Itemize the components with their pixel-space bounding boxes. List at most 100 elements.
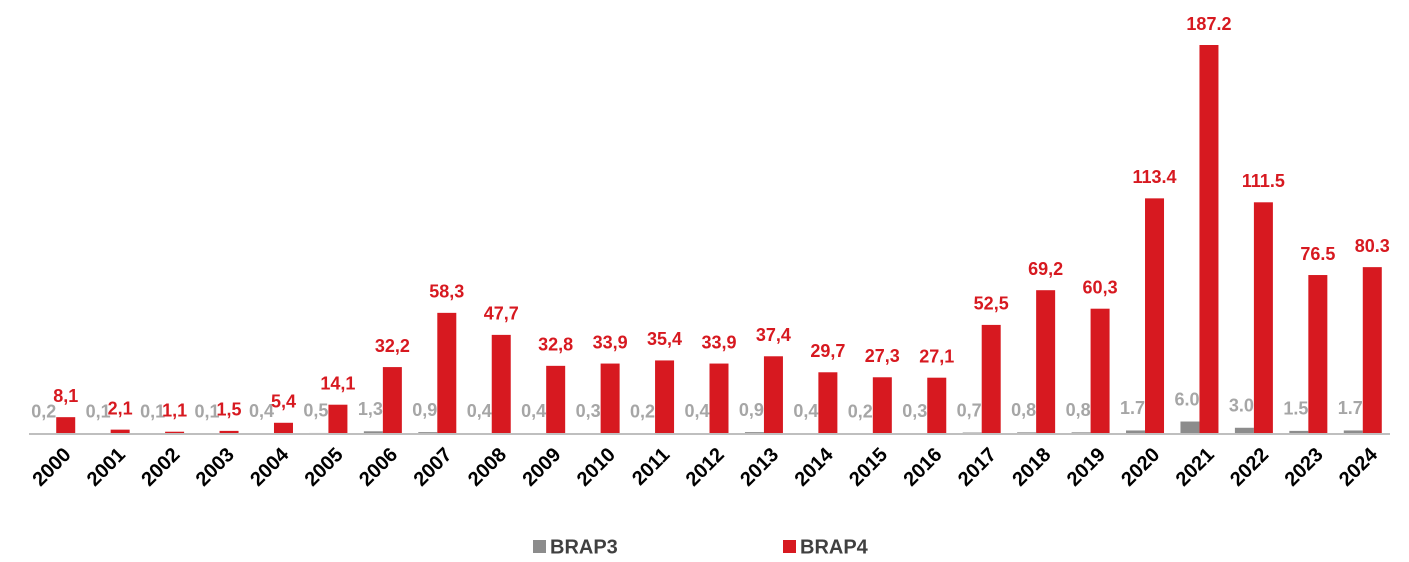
- x-tick-label: 2013: [736, 444, 783, 491]
- x-tick-label: 2006: [355, 444, 402, 491]
- value-label: 52,5: [974, 294, 1009, 314]
- bar: [1308, 275, 1328, 434]
- value-label: 33,9: [593, 332, 628, 352]
- value-label: 33,9: [701, 332, 736, 352]
- bar: [818, 372, 838, 434]
- x-tick-label: 2002: [137, 444, 184, 491]
- bar: [110, 429, 130, 434]
- value-label: 76.5: [1300, 244, 1335, 264]
- value-label: 69,2: [1028, 259, 1063, 279]
- x-tick-label: 2003: [192, 444, 239, 491]
- bar: [1362, 267, 1382, 434]
- bar: [872, 377, 892, 434]
- bar: [56, 417, 76, 434]
- x-tick-label: 2010: [573, 444, 620, 491]
- x-tick-label: 2007: [410, 444, 457, 491]
- value-label: 29,7: [810, 341, 845, 361]
- value-label: 1.5: [1283, 399, 1308, 419]
- bar: [437, 312, 457, 434]
- bar: [382, 367, 402, 434]
- x-tick-label: 2019: [1063, 444, 1110, 491]
- x-tick-label: 2024: [1335, 443, 1383, 491]
- value-label: 0,3: [902, 401, 927, 421]
- value-label: 0,9: [739, 400, 764, 420]
- value-label: 0,2: [31, 401, 56, 421]
- bar: [600, 363, 620, 434]
- bar: [763, 356, 783, 434]
- bar: [1180, 421, 1200, 434]
- value-label: 0,4: [467, 401, 492, 421]
- legend-swatch: [783, 540, 796, 553]
- x-tick-label: 2014: [791, 443, 839, 491]
- value-label: 0,2: [630, 401, 655, 421]
- x-tick-label: 2000: [28, 444, 75, 491]
- x-tick-label: 2004: [246, 443, 294, 491]
- legend-label: BRAP3: [550, 536, 618, 558]
- value-label: 80.3: [1355, 236, 1390, 256]
- bar: [1343, 430, 1363, 434]
- x-tick-label: 2021: [1172, 444, 1219, 491]
- value-label: 6.0: [1174, 389, 1199, 409]
- legend-swatch: [533, 540, 546, 553]
- x-tick-label: 2022: [1226, 444, 1273, 491]
- value-label: 1,5: [217, 400, 242, 420]
- value-label: 113.4: [1132, 167, 1176, 187]
- value-label: 1,1: [162, 400, 187, 420]
- value-label: 60,3: [1083, 277, 1118, 297]
- value-label: 14,1: [320, 373, 355, 393]
- value-label: 0,3: [576, 401, 601, 421]
- value-label: 0,4: [249, 401, 274, 421]
- value-label: 1.7: [1338, 398, 1363, 418]
- bar: [1289, 430, 1309, 434]
- bar: [927, 377, 947, 434]
- value-label: 2,1: [108, 398, 133, 418]
- value-label: 5,4: [271, 392, 296, 412]
- value-label: 35,4: [647, 329, 682, 349]
- value-label: 0,1: [86, 402, 111, 422]
- bar: [1036, 290, 1056, 434]
- value-label: 0,7: [957, 400, 982, 420]
- x-tick-label: 2008: [464, 444, 511, 491]
- value-label: 0,8: [1011, 400, 1036, 420]
- bar: [1145, 198, 1165, 434]
- x-tick-label: 2017: [954, 444, 1001, 491]
- value-label: 0,4: [521, 401, 546, 421]
- value-label: 0,4: [793, 401, 818, 421]
- value-label: 8,1: [53, 386, 78, 406]
- x-tick-label: 2020: [1117, 444, 1164, 491]
- value-label: 58,3: [429, 282, 464, 302]
- bar: [546, 365, 566, 434]
- bar: [1253, 202, 1273, 434]
- bar: [655, 360, 675, 434]
- x-tick-label: 2005: [301, 444, 348, 491]
- value-label: 111.5: [1242, 171, 1285, 191]
- value-label: 0,9: [412, 400, 437, 420]
- x-tick-label: 2015: [845, 444, 892, 491]
- value-label: 27,1: [919, 346, 954, 366]
- value-label: 0,4: [684, 401, 709, 421]
- value-label: 32,8: [538, 335, 573, 355]
- x-tick-label: 2001: [83, 444, 130, 491]
- bar: [219, 430, 239, 434]
- x-tick-label: 2016: [900, 444, 947, 491]
- value-label: 1.7: [1120, 398, 1145, 418]
- value-label: 0,1: [140, 402, 165, 422]
- bar: [1234, 427, 1254, 434]
- value-label: 187.2: [1186, 14, 1231, 34]
- bar: [981, 324, 1001, 434]
- bar: [491, 334, 511, 434]
- x-tick-label: 2023: [1281, 444, 1328, 491]
- bar: [328, 404, 348, 434]
- bar: [1090, 308, 1110, 434]
- x-tick-label: 2012: [682, 444, 729, 491]
- x-tick-label: 2009: [518, 444, 565, 491]
- x-tick-label: 2018: [1008, 444, 1055, 491]
- value-label: 37,4: [756, 325, 791, 345]
- value-label: 0,5: [303, 401, 328, 421]
- x-tick-label: 2011: [628, 444, 674, 490]
- value-label: 47,7: [484, 304, 519, 324]
- bar: [165, 431, 185, 434]
- bar: [363, 431, 383, 434]
- value-label: 1,3: [358, 399, 383, 419]
